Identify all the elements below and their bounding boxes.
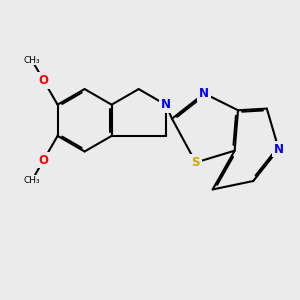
Text: CH₃: CH₃: [23, 56, 40, 64]
Text: CH₃: CH₃: [23, 176, 40, 185]
Text: O: O: [38, 74, 49, 87]
Text: N: N: [199, 87, 209, 100]
Text: N: N: [274, 142, 284, 155]
Text: S: S: [191, 156, 200, 169]
Text: O: O: [38, 154, 49, 167]
Text: N: N: [161, 98, 171, 111]
